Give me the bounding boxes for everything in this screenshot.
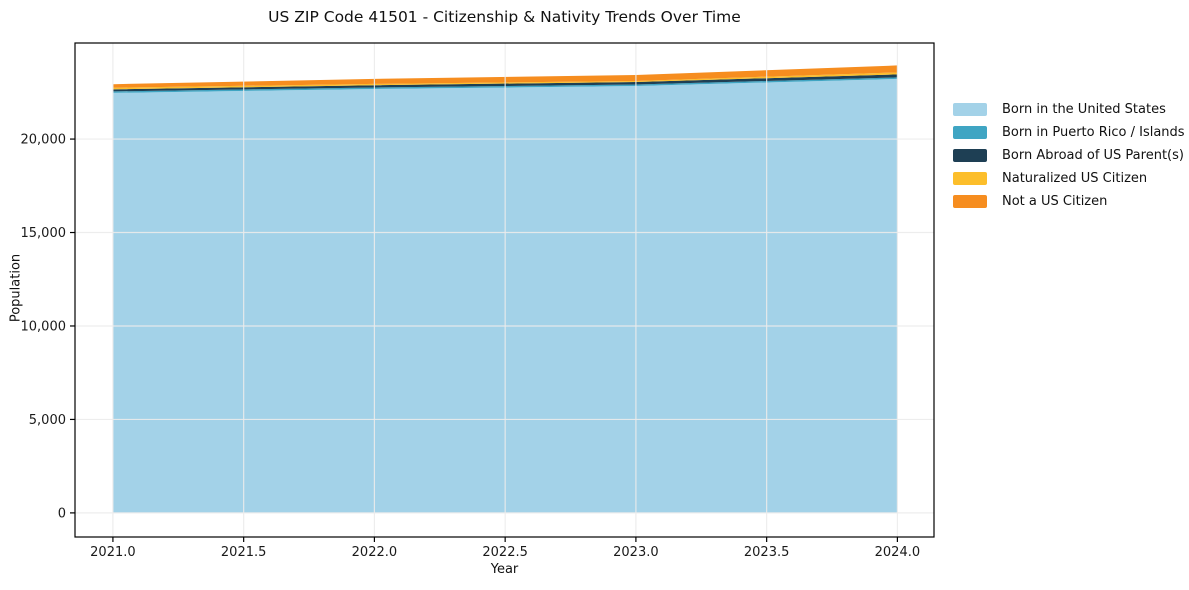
chart-title: US ZIP Code 41501 - Citizenship & Nativi… <box>268 8 741 26</box>
legend-item-born-abroad-of-us-parent-s: Born Abroad of US Parent(s) <box>953 149 1185 162</box>
x-tick-label: 2023.0 <box>613 545 659 560</box>
x-tick-label: 2023.5 <box>744 545 790 560</box>
legend-item-born-in-puerto-rico-islands: Born in Puerto Rico / Islands <box>953 126 1185 139</box>
x-tick-label: 2022.5 <box>482 545 528 560</box>
legend-item-naturalized-us-citizen: Naturalized US Citizen <box>953 172 1185 185</box>
legend-swatch <box>953 195 987 208</box>
legend: Born in the United States Born in Puerto … <box>953 103 1185 208</box>
legend-swatch <box>953 149 987 162</box>
area-not-a-us-citizen <box>112 65 898 88</box>
y-axis-label: Population <box>8 253 24 323</box>
plot-frame <box>74 42 935 538</box>
legend-label: Born in the United States <box>1002 102 1166 117</box>
legend-label: Naturalized US Citizen <box>1002 171 1148 186</box>
y-tick-label: 0 <box>58 506 66 521</box>
x-tick-label: 2021.0 <box>90 545 136 560</box>
legend-label: Born Abroad of US Parent(s) <box>1002 148 1184 163</box>
legend-swatch <box>953 172 987 185</box>
legend-swatch <box>953 126 987 139</box>
y-tick-label: 10,000 <box>21 319 67 334</box>
legend-item-not-a-us-citizen: Not a US Citizen <box>953 195 1185 208</box>
y-tick-label: 5,000 <box>29 413 66 428</box>
y-tick-label: 20,000 <box>21 133 67 148</box>
area-born-abroad-of-us-parent-s <box>112 74 898 92</box>
x-tick-label: 2024.0 <box>875 545 921 560</box>
y-tick-label: 15,000 <box>21 226 67 241</box>
legend-item-born-in-the-united-states: Born in the United States <box>953 103 1185 116</box>
legend-swatch <box>953 103 987 116</box>
x-axis-label: Year <box>490 562 519 577</box>
x-tick-label: 2022.0 <box>352 545 398 560</box>
legend-label: Born in Puerto Rico / Islands <box>1002 125 1185 140</box>
area-naturalized-us-citizen <box>112 72 898 90</box>
area-born-in-puerto-rico-islands <box>112 77 898 93</box>
legend-label: Not a US Citizen <box>1002 194 1108 209</box>
x-tick-label: 2021.5 <box>221 545 267 560</box>
